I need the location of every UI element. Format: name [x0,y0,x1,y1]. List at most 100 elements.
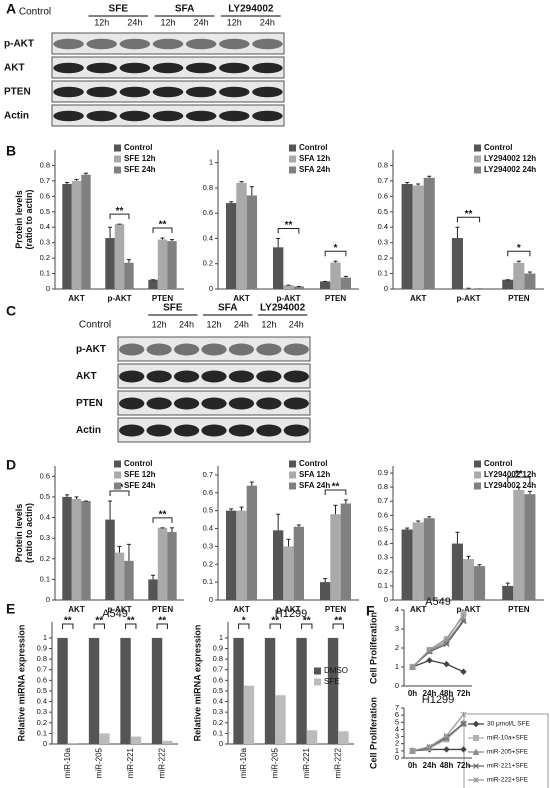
blot-band [53,110,84,122]
blot-band [173,424,200,437]
bar [120,637,131,744]
y-tick-label: 0 [219,739,223,748]
blot-band [146,343,172,356]
y-tick-label: 0.8 [40,160,50,169]
significance-label: ** [64,616,72,627]
y-tick-label: 0.3 [40,533,50,542]
x-tick-label: miR-222 [333,747,342,778]
x-tick-label: AKT [68,294,85,303]
blot-band [53,86,84,98]
y-tick-label: 0.5 [40,207,50,216]
legend-swatch [474,166,481,174]
y-tick-label: 0 [46,284,50,293]
blot-time-label: 24h [127,17,142,27]
blot-band [256,343,282,356]
y-tick-label: 0.4 [37,697,47,706]
y-tick-label: 0 [384,284,388,293]
blot-band [256,397,282,410]
bar [340,503,352,600]
y-axis-label: Relative miRNA expression [16,625,26,742]
legend-label: LY294002 12h [484,154,536,163]
x-tick-label: p-AKT [457,294,481,303]
x-tick-label: p-AKT [277,605,301,614]
bar [502,279,514,289]
x-tick-label: miR-10a [239,747,248,778]
legend-swatch [474,471,481,479]
blot-band [201,343,227,356]
x-tick-label: AKT [410,605,427,614]
legend-swatch [114,482,121,490]
legend-swatch [289,471,296,479]
y-tick-label: 0.3 [37,707,47,716]
bar [340,277,352,289]
y-tick-label: 0.5 [37,686,47,695]
significance-bracket [238,623,250,629]
bar [502,585,514,600]
bar [423,518,435,600]
blot-group-label: LY294002 [260,303,306,314]
x-tick-label: AKT [410,294,427,303]
bar [264,637,276,744]
blot-row-label: PTEN [76,398,103,409]
y-tick-label: 1 [395,662,399,671]
y-tick-label: 0.6 [203,208,213,217]
blot-band [201,397,227,410]
blot-row-label: AKT [4,63,25,74]
bar [88,637,100,744]
line [412,723,464,752]
blot-band [119,370,145,383]
bar [474,566,486,600]
legend-label: LY294002 12h [484,470,536,479]
significance-bracket [277,227,300,234]
bar [162,740,173,744]
x-tick-label: AKT [233,605,250,614]
point [409,748,416,754]
legend-label: DMSO [324,666,348,675]
legend-label: Control [124,459,152,468]
blot-group-label: Control [79,320,111,331]
x-tick-label: p-AKT [108,294,132,303]
blot-time-label: 12h [94,17,109,27]
point [460,711,467,718]
y-tick-label: 0 [384,595,388,604]
blot-band [173,397,200,410]
bar [157,527,168,600]
point [443,660,450,668]
panel-label: F [366,603,375,619]
blot-time-label: 12h [227,17,242,27]
significance-label: ** [303,616,311,627]
bar [243,685,255,744]
blot-row-label: p-AKT [4,39,34,50]
y-tick-label: 0.8 [37,654,47,663]
legend-label: LY294002 24h [484,165,536,174]
x-tick-label: miR-10a [63,747,72,778]
y-tick-label: 0.2 [378,253,388,262]
x-tick-label: miR-221 [302,747,311,778]
bar [272,530,284,600]
x-tick-label: PTEN [152,605,174,614]
blot-band [146,397,172,410]
panel-label: C [6,303,16,319]
chart-title: H1299 [422,694,454,706]
bar [236,510,247,600]
significance-label: ** [158,616,166,627]
bar [319,281,331,289]
blot-group-label: SFA [218,303,237,314]
significance-bracket [93,623,105,629]
bar [167,531,177,600]
panel-label: B [6,143,16,159]
legend-label: SFA 12h [299,154,330,163]
bar [157,239,168,289]
x-tick-label: PTEN [325,294,347,303]
y-tick-label: 1 [219,633,223,642]
y-tick-label: 0.1 [378,269,388,278]
line [412,621,465,668]
bar [71,180,82,289]
legend-swatch [314,678,321,686]
bar [451,238,463,289]
bar [124,262,134,289]
panel-label: A [6,1,16,17]
x-tick-label: PTEN [152,294,174,303]
point [460,618,467,625]
